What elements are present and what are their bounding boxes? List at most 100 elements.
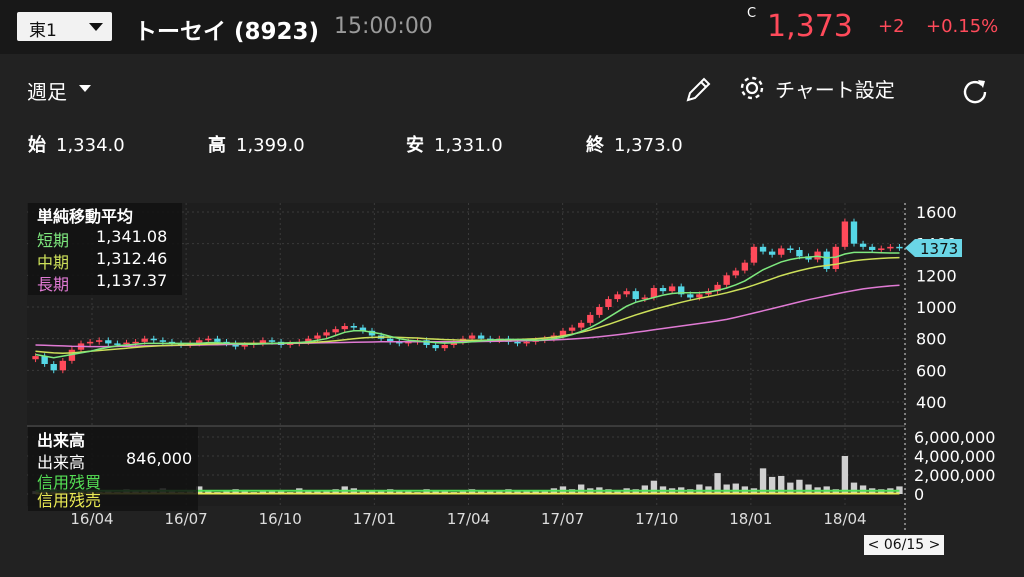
period-selector[interactable]: 週足 bbox=[27, 80, 67, 104]
candle bbox=[323, 332, 330, 336]
ma-mid-value: 1,312.46 bbox=[96, 249, 168, 268]
candle bbox=[632, 291, 639, 300]
current-price: 1,373 bbox=[767, 9, 853, 44]
candle bbox=[514, 341, 521, 344]
cursor-date-tag[interactable]: < 06/15 > bbox=[864, 535, 944, 555]
volume-bar bbox=[314, 490, 321, 494]
candle bbox=[614, 294, 621, 300]
candle bbox=[732, 270, 739, 276]
candle bbox=[432, 345, 439, 349]
candle bbox=[796, 250, 803, 257]
margin-sell-label: 信用残売 bbox=[37, 491, 102, 510]
candle bbox=[778, 248, 785, 255]
candle bbox=[859, 243, 867, 247]
volume-bar bbox=[432, 490, 439, 494]
candle bbox=[387, 338, 394, 342]
candle bbox=[823, 251, 830, 269]
volume-bar bbox=[487, 490, 494, 494]
candle bbox=[114, 343, 121, 345]
candle bbox=[350, 326, 358, 328]
candle bbox=[787, 248, 794, 250]
ma-short-label: 短期 bbox=[37, 231, 70, 250]
candle bbox=[759, 246, 767, 252]
chevron-down-icon[interactable] bbox=[79, 85, 91, 92]
margin-buy-label: 信用残買 bbox=[37, 473, 102, 492]
price-tick-label: 1200 bbox=[916, 266, 957, 285]
volume-legend-title: 出来高 bbox=[37, 431, 86, 450]
candle bbox=[259, 340, 267, 344]
price-chart[interactable]: 16001400120010008006004006,000,0004,000,… bbox=[0, 196, 1024, 536]
chart-settings-button[interactable]: チャート設定 bbox=[775, 78, 895, 102]
candle bbox=[241, 345, 248, 347]
candle bbox=[714, 284, 721, 292]
candle bbox=[832, 246, 839, 269]
candle bbox=[205, 338, 212, 341]
candle bbox=[223, 341, 230, 344]
volume-tick-label: 0 bbox=[914, 485, 924, 504]
candle bbox=[132, 341, 139, 344]
candle bbox=[841, 221, 849, 247]
volume-bar bbox=[778, 475, 785, 494]
candle bbox=[41, 356, 48, 364]
time-tick-label: 17/01 bbox=[353, 510, 396, 528]
ma-mid-line bbox=[35, 256, 900, 354]
volume-bar bbox=[650, 480, 658, 494]
candle bbox=[396, 341, 403, 344]
volume-bar bbox=[841, 456, 849, 494]
refresh-icon[interactable] bbox=[960, 76, 990, 106]
candle bbox=[314, 335, 321, 339]
volume-bar bbox=[732, 483, 739, 494]
candle bbox=[359, 327, 367, 331]
candle bbox=[141, 338, 148, 342]
volume-bar bbox=[532, 490, 539, 494]
candle bbox=[878, 248, 885, 250]
volume-bar bbox=[396, 490, 403, 494]
candle bbox=[587, 314, 594, 323]
ma-legend-title: 単純移動平均 bbox=[37, 207, 134, 226]
candle bbox=[678, 286, 685, 295]
volume-bar bbox=[223, 490, 230, 494]
candle bbox=[896, 246, 903, 249]
candle bbox=[814, 251, 821, 260]
price-change-pct: +0.15% bbox=[926, 16, 999, 37]
exchange-dropdown[interactable]: 東1 bbox=[17, 12, 112, 41]
candle bbox=[650, 288, 658, 298]
candle bbox=[741, 262, 749, 271]
price-tick-label: 1000 bbox=[916, 298, 957, 317]
volume-bar bbox=[614, 490, 621, 494]
volume-tick-label: 4,000,000 bbox=[914, 447, 995, 466]
candle bbox=[868, 246, 876, 250]
close-marker: C bbox=[747, 6, 757, 21]
candle bbox=[105, 340, 112, 344]
candle bbox=[32, 356, 39, 360]
candle bbox=[341, 326, 348, 330]
candle bbox=[441, 345, 448, 349]
candle bbox=[568, 327, 576, 331]
chevron-down-icon bbox=[89, 23, 103, 31]
candle bbox=[623, 291, 630, 295]
time-tick-label: 17/10 bbox=[635, 510, 678, 528]
volume-bar bbox=[359, 490, 367, 494]
price-change: +2 bbox=[878, 16, 905, 37]
candle bbox=[168, 341, 176, 344]
candle bbox=[177, 343, 185, 345]
volume-bar bbox=[577, 484, 585, 494]
ma-short-value: 1,341.08 bbox=[96, 227, 168, 246]
volume-bar bbox=[796, 479, 803, 494]
spacer bbox=[927, 196, 928, 197]
candle bbox=[159, 340, 167, 342]
candle bbox=[659, 288, 667, 292]
candle bbox=[123, 342, 130, 345]
candle bbox=[477, 335, 485, 339]
volume-bar bbox=[268, 490, 276, 494]
candle bbox=[596, 307, 603, 315]
open-price: 始 1,334.0 bbox=[28, 135, 125, 156]
pencil-icon[interactable] bbox=[684, 74, 714, 104]
time-tick-label: 18/04 bbox=[823, 510, 866, 528]
candle bbox=[768, 251, 776, 255]
candle bbox=[305, 338, 312, 342]
price-tick-label: 1600 bbox=[916, 203, 957, 222]
gear-icon[interactable] bbox=[738, 74, 766, 102]
candle bbox=[59, 360, 67, 371]
candle bbox=[559, 330, 567, 336]
